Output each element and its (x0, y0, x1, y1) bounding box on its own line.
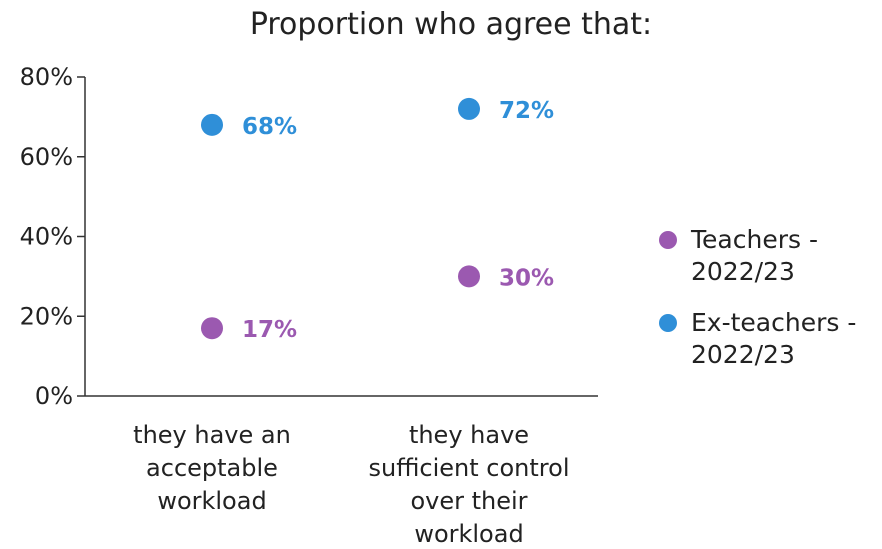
legend-entry: Teachers -2022/23 (690, 225, 818, 286)
x-category-label: they have sufficient control over their wor… (369, 421, 570, 548)
y-tick-label: 80% (20, 63, 73, 91)
y-tick-label: 20% (20, 302, 73, 330)
y-axis-ticks: 0% 20% 40% 60% 80% (20, 63, 85, 410)
legend: Teachers -2022/23 Ex-teachers -2022/23 (659, 225, 856, 369)
chart-title: Proportion who agree that: (250, 7, 652, 42)
data-point (458, 97, 480, 120)
x-category-label: they have an acceptable workload (133, 421, 291, 515)
legend-marker (659, 231, 677, 249)
data-point (201, 317, 223, 340)
data-label: 17% (242, 317, 297, 343)
data-label: 68% (242, 114, 297, 140)
y-tick-label: 40% (20, 223, 73, 251)
y-tick-label: 60% (20, 143, 73, 171)
data-point (458, 265, 480, 288)
data-label: 30% (499, 265, 554, 291)
legend-marker (659, 314, 677, 332)
legend-entry: Ex-teachers -2022/23 (691, 308, 856, 369)
y-tick-label: 0% (35, 382, 73, 410)
chart-axes (84, 77, 598, 397)
data-label: 72% (499, 98, 554, 124)
data-points: 17% 30% 68% 72% (201, 97, 554, 343)
data-point (201, 113, 223, 136)
x-axis-categories: they have an acceptable workload they have s… (133, 421, 569, 548)
